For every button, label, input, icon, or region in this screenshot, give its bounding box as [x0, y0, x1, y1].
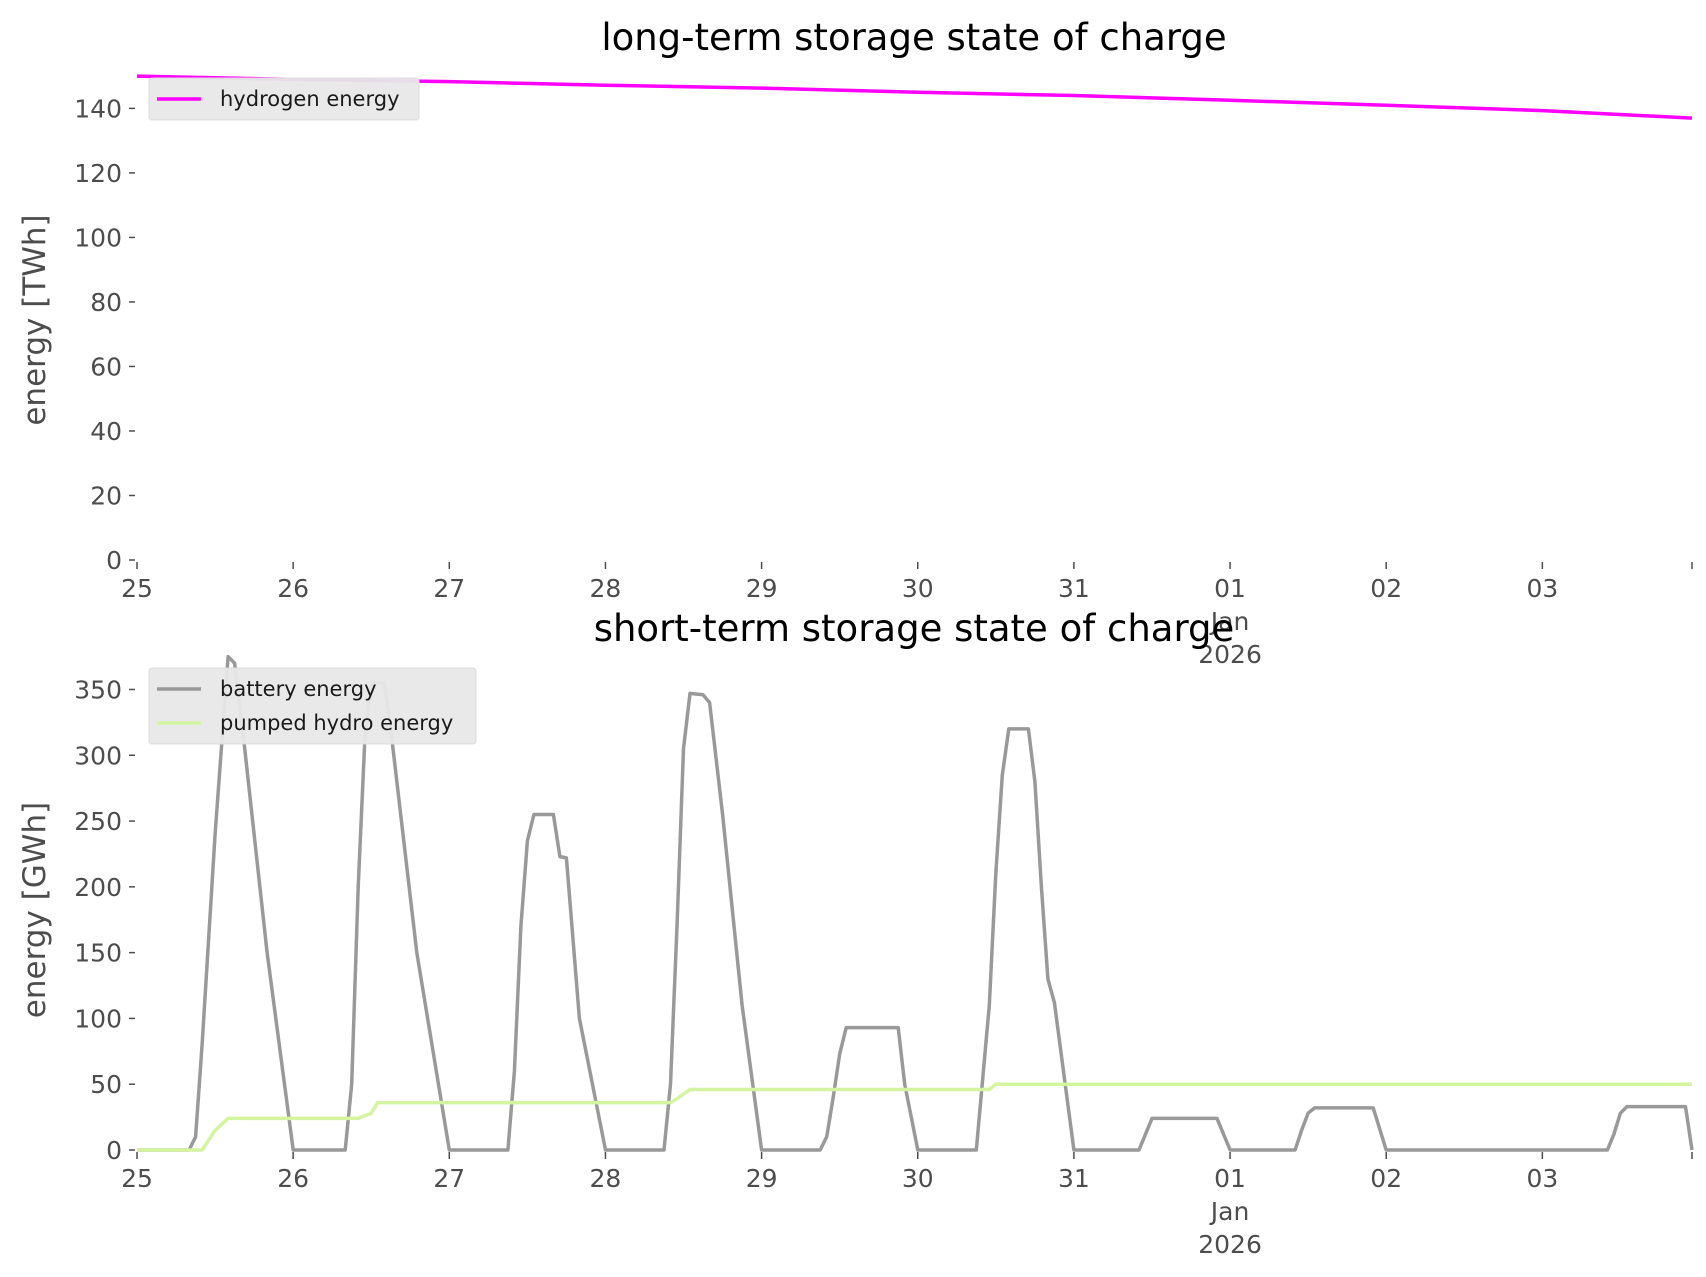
y-tick-label: 60 [90, 352, 122, 381]
legend: hydrogen energy [148, 77, 420, 121]
x-tick-label: 26 [277, 574, 309, 603]
legend-entry: battery energy [220, 677, 377, 701]
y-tick-label: 40 [90, 417, 122, 446]
legend-box [148, 667, 477, 745]
chart-title: short-term storage state of charge [594, 607, 1235, 650]
x-tick-label: 30 [902, 1164, 934, 1193]
chart-title: long-term storage state of charge [601, 16, 1226, 59]
legend-entry: hydrogen energy [220, 87, 400, 111]
y-tick-label: 350 [74, 675, 122, 704]
x-tick-label: 2026 [1198, 1230, 1262, 1259]
legend-box [148, 77, 420, 121]
y-tick-label: 120 [74, 159, 122, 188]
y-tick-label: 200 [74, 873, 122, 902]
series-line-battery-energy [137, 654, 1694, 1152]
x-tick-label: 28 [590, 574, 622, 603]
x-tick-label: 27 [433, 574, 465, 603]
x-tick-label: 29 [746, 1164, 778, 1193]
y-tick-label: 50 [90, 1070, 122, 1099]
x-tick-label: Jan [1209, 607, 1250, 636]
y-tick-label: 0 [106, 1136, 122, 1165]
x-tick-label: 31 [1058, 1164, 1090, 1193]
y-axis-label: energy [TWh] [17, 214, 53, 425]
series-line-pumped-hydro-energy [137, 1082, 1692, 1152]
x-tick-label: 29 [746, 574, 778, 603]
x-tick-label: 03 [1526, 1164, 1558, 1193]
x-tick-label: 2026 [1198, 640, 1262, 669]
y-tick-label: 0 [106, 546, 122, 575]
y-tick-label: 150 [74, 939, 122, 968]
y-tick-label: 100 [74, 223, 122, 252]
x-tick-label: Jan [1209, 1197, 1250, 1226]
y-tick-label: 300 [74, 741, 122, 770]
y-tick-label: 100 [74, 1004, 122, 1033]
legend: battery energy pumped hydro energy [148, 667, 477, 745]
x-tick-label: 31 [1058, 574, 1090, 603]
y-tick-label: 250 [74, 807, 122, 836]
x-tick-label: 02 [1370, 1164, 1402, 1193]
x-tick-label: 01 [1214, 574, 1246, 603]
y-axis-label: energy [GWh] [17, 802, 53, 1018]
short-term-storage-panel: short-term storage state of charge energy… [17, 607, 1694, 1259]
y-tick-label: 80 [90, 288, 122, 317]
long-term-storage-panel: long-term storage state of charge energy … [17, 16, 1693, 669]
x-tick-label: 25 [121, 574, 153, 603]
x-tick-label: 03 [1526, 574, 1558, 603]
x-tick-label: 01 [1214, 1164, 1246, 1193]
legend-entry: pumped hydro energy [220, 711, 453, 735]
y-tick-label: 20 [90, 481, 122, 510]
x-tick-label: 27 [433, 1164, 465, 1193]
y-tick-label: 140 [74, 94, 122, 123]
x-tick-label: 26 [277, 1164, 309, 1193]
x-tick-label: 28 [590, 1164, 622, 1193]
x-tick-label: 30 [902, 574, 934, 603]
x-tick-label: 02 [1370, 574, 1402, 603]
x-tick-label: 25 [121, 1164, 153, 1193]
